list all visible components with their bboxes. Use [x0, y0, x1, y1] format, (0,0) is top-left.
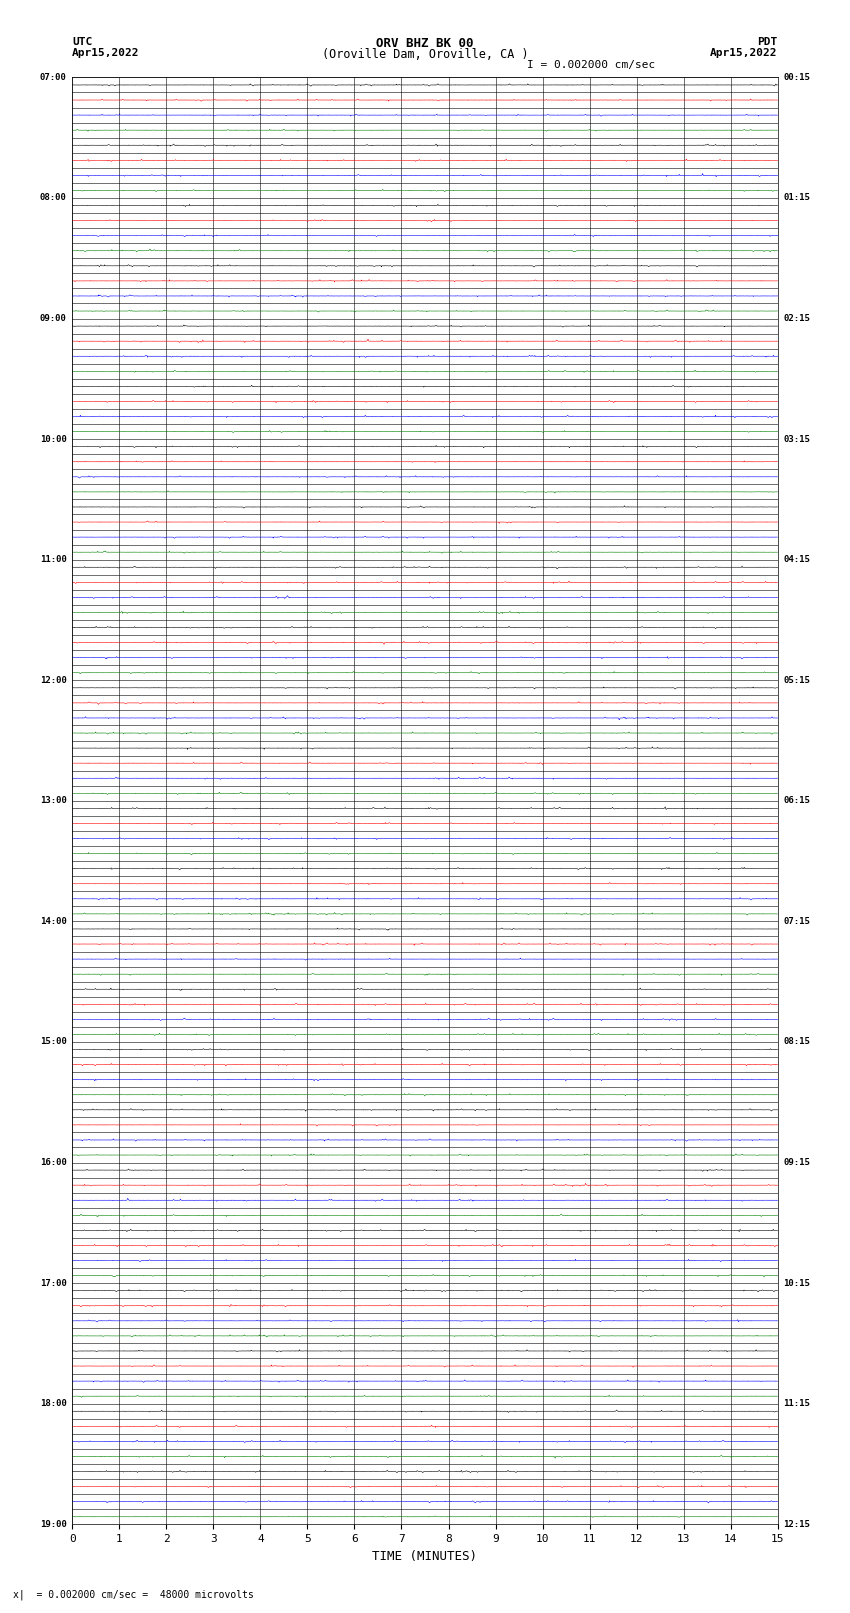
Text: 09:15: 09:15	[784, 1158, 810, 1168]
Text: 05:15: 05:15	[784, 676, 810, 686]
Text: 12:15: 12:15	[784, 1519, 810, 1529]
Text: 12:00: 12:00	[40, 676, 66, 686]
Text: 16:00: 16:00	[40, 1158, 66, 1168]
Text: 06:15: 06:15	[784, 797, 810, 805]
Text: 01:15: 01:15	[784, 194, 810, 203]
Text: 00:15: 00:15	[784, 73, 810, 82]
Text: 19:00: 19:00	[40, 1519, 66, 1529]
Text: 07:15: 07:15	[784, 916, 810, 926]
Text: 08:00: 08:00	[40, 194, 66, 203]
Text: 11:15: 11:15	[784, 1398, 810, 1408]
Text: UTC: UTC	[72, 37, 93, 47]
Text: 07:00: 07:00	[40, 73, 66, 82]
Text: PDT: PDT	[757, 37, 778, 47]
Text: 09:00: 09:00	[40, 315, 66, 323]
Text: 17:00: 17:00	[40, 1279, 66, 1287]
X-axis label: TIME (MINUTES): TIME (MINUTES)	[372, 1550, 478, 1563]
Text: 14:00: 14:00	[40, 916, 66, 926]
Text: 04:15: 04:15	[784, 555, 810, 565]
Text: 10:15: 10:15	[784, 1279, 810, 1287]
Text: 02:15: 02:15	[784, 315, 810, 323]
Text: Apr15,2022: Apr15,2022	[711, 48, 778, 58]
Text: 15:00: 15:00	[40, 1037, 66, 1047]
Text: I = 0.002000 cm/sec: I = 0.002000 cm/sec	[527, 60, 655, 69]
Text: Apr15,2022: Apr15,2022	[72, 48, 139, 58]
Text: x|  = 0.002000 cm/sec =  48000 microvolts: x| = 0.002000 cm/sec = 48000 microvolts	[13, 1589, 253, 1600]
Text: 03:15: 03:15	[784, 434, 810, 444]
Text: 13:00: 13:00	[40, 797, 66, 805]
Text: 08:15: 08:15	[784, 1037, 810, 1047]
Text: ORV BHZ BK 00: ORV BHZ BK 00	[377, 37, 473, 50]
Text: 18:00: 18:00	[40, 1398, 66, 1408]
Text: 11:00: 11:00	[40, 555, 66, 565]
Text: (Oroville Dam, Oroville, CA ): (Oroville Dam, Oroville, CA )	[321, 48, 529, 61]
Text: 10:00: 10:00	[40, 434, 66, 444]
